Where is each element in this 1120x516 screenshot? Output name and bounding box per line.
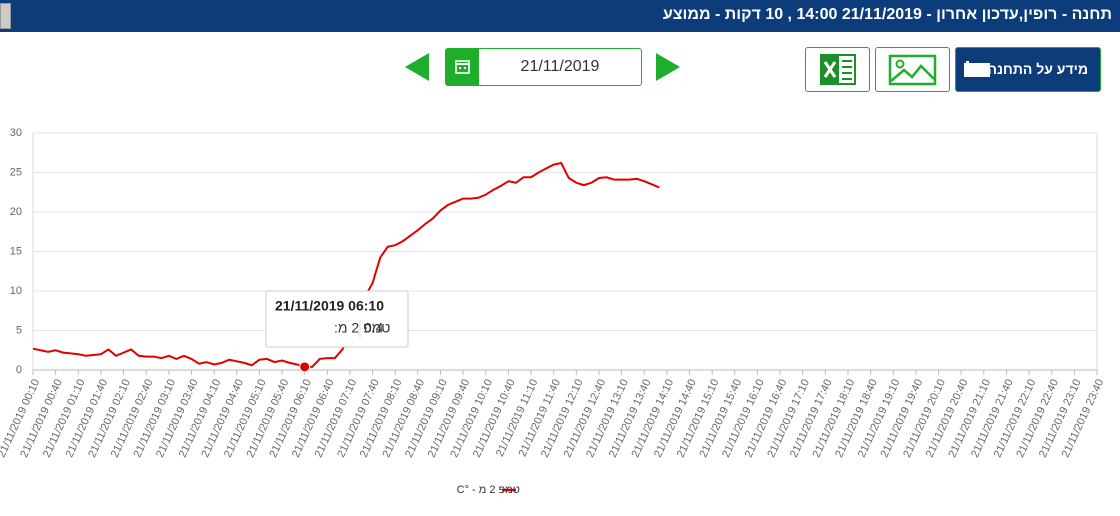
header-bar: תחנה - רופין,עדכון אחרון - 21/11/2019 14… <box>0 0 1120 32</box>
tooltip-label: טמפ 2 מ: <box>334 320 390 336</box>
hover-point <box>299 361 311 373</box>
header-title: תחנה - רופין,עדכון אחרון - 21/11/2019 14… <box>662 6 1112 23</box>
calendar-glyph <box>455 60 470 74</box>
tooltip-box <box>265 290 409 348</box>
calendar-icon[interactable] <box>446 49 479 85</box>
station-info-label[interactable]: מידע על התחנה <box>987 61 1088 77</box>
excel-icon <box>820 54 856 85</box>
date-picker[interactable]: 21/11/2019 <box>445 48 642 86</box>
excel-export-button[interactable] <box>805 47 870 92</box>
close-button[interactable] <box>0 3 11 29</box>
y-tick-label: 25 <box>10 166 22 178</box>
tooltip-title: 21/11/2019 06:10 <box>275 298 384 314</box>
y-tick-label: 0 <box>16 364 22 376</box>
y-tick-label: 30 <box>10 127 22 139</box>
previous-day-button[interactable] <box>405 53 429 81</box>
y-tick-label: 5 <box>16 324 22 336</box>
tooltip: 21/11/2019 06:10 טמפ 2 מ:0.4 <box>265 290 409 348</box>
y-tick-label: 20 <box>10 206 22 218</box>
image-export-button[interactable] <box>875 47 950 92</box>
station-info-button[interactable]: מידע על התחנה <box>955 47 1101 92</box>
flag-icon <box>964 61 990 77</box>
tooltip-value: 0.4 <box>364 320 384 336</box>
next-day-button[interactable] <box>656 53 680 81</box>
date-text[interactable]: 21/11/2019 <box>520 58 600 75</box>
y-tick-label: 10 <box>10 285 22 297</box>
y-tick-label: 15 <box>10 245 22 257</box>
image-icon <box>888 54 937 86</box>
legend-label: טמפ 2 מ - °C <box>457 484 520 496</box>
